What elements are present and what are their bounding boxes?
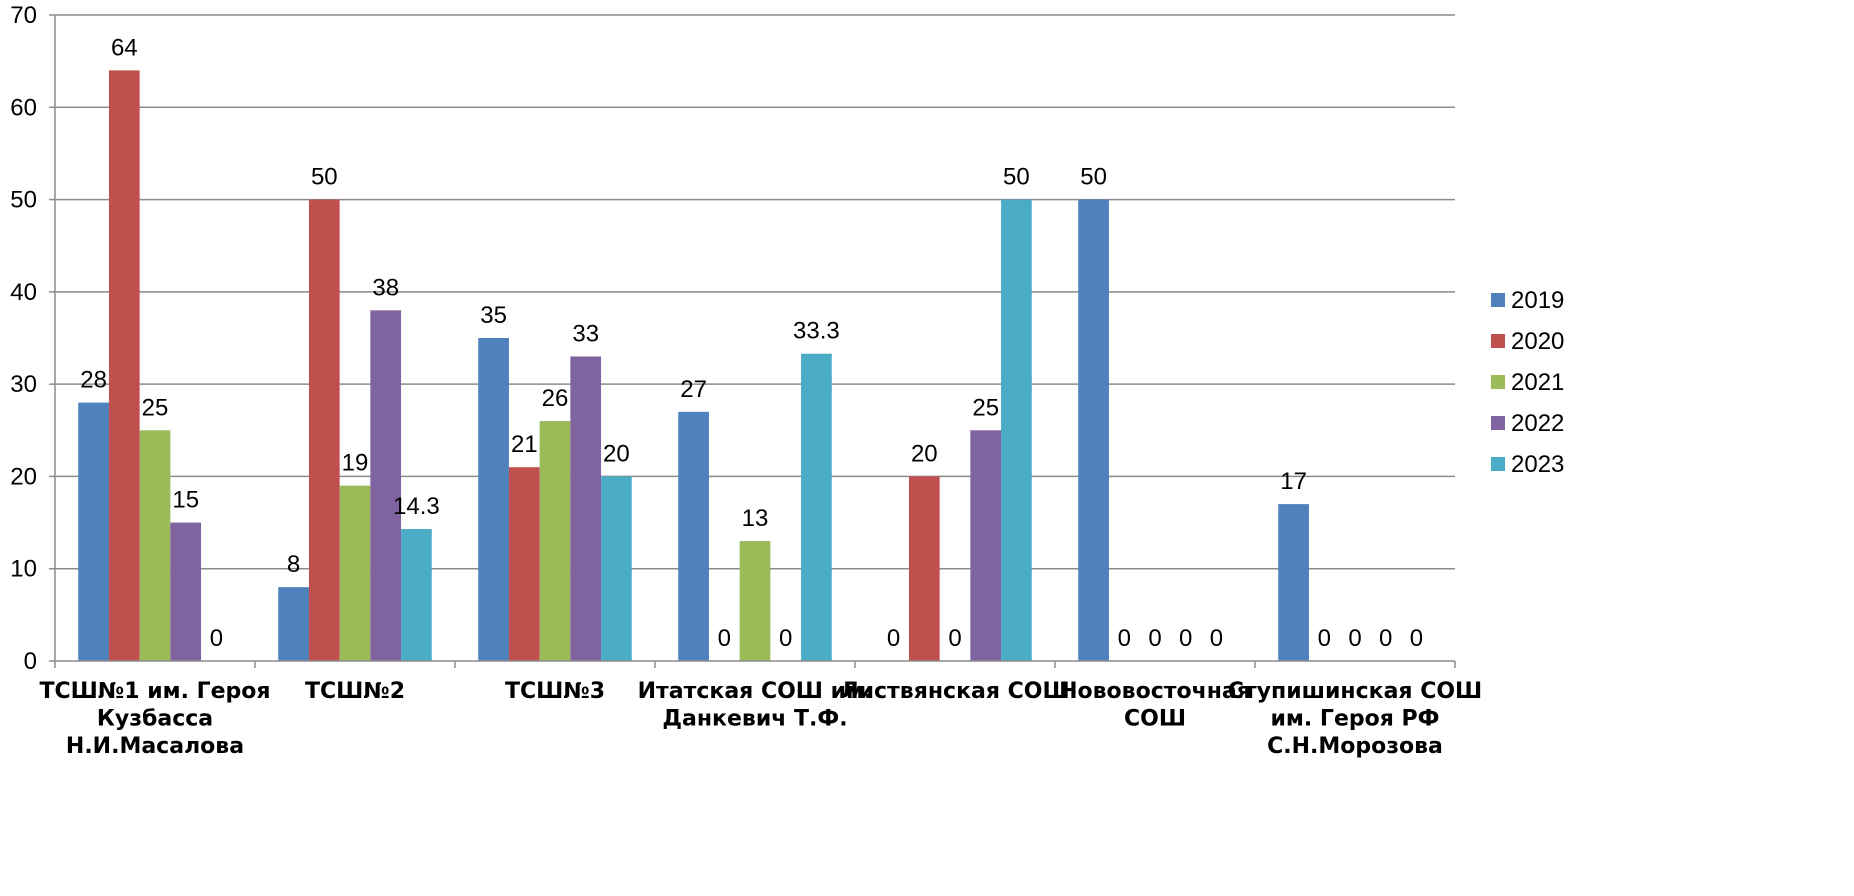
bar-2020 xyxy=(308,199,340,662)
y-tick-label: 40 xyxy=(10,279,37,306)
data-label: 14.3 xyxy=(393,493,440,520)
x-category-label: Итатская СОШ им. xyxy=(638,679,873,704)
bar-2019 xyxy=(478,338,509,661)
data-label: 26 xyxy=(542,385,569,412)
bar-2022 xyxy=(170,522,202,661)
data-label: 35 xyxy=(480,302,507,329)
data-label: 13 xyxy=(742,505,769,532)
data-label: 19 xyxy=(342,450,369,477)
data-label: 0 xyxy=(1379,625,1392,652)
bar-2022 xyxy=(970,430,1002,661)
data-label: 15 xyxy=(172,487,199,514)
data-label: 0 xyxy=(1179,625,1192,652)
bar-2019 xyxy=(78,402,109,661)
data-label: 50 xyxy=(1003,164,1030,191)
data-label: 33 xyxy=(572,320,599,347)
legend-label: 2022 xyxy=(1511,410,1564,437)
data-label: 0 xyxy=(948,625,961,652)
legend-swatch-2021 xyxy=(1491,375,1505,389)
data-label: 0 xyxy=(1210,625,1223,652)
bar-2020 xyxy=(508,467,540,661)
x-category-label: С.Н.Морозова xyxy=(1267,734,1443,759)
data-label: 50 xyxy=(311,164,338,191)
data-label: 0 xyxy=(887,625,900,652)
data-label: 25 xyxy=(142,394,169,421)
y-tick-label: 20 xyxy=(10,463,37,490)
x-category-label: им. Героя РФ xyxy=(1271,707,1440,732)
bar-2020 xyxy=(108,70,140,661)
bar-2019 xyxy=(678,411,709,661)
y-tick-label: 0 xyxy=(24,648,37,675)
data-label: 0 xyxy=(718,625,731,652)
y-tick-label: 50 xyxy=(10,187,37,214)
data-label: 33.3 xyxy=(793,318,840,345)
x-category-label: ТСШ№3 xyxy=(505,679,605,704)
x-category-label: Данкевич Т.Ф. xyxy=(662,707,847,732)
bar-2020 xyxy=(908,476,940,661)
data-label: 0 xyxy=(1148,625,1161,652)
data-label: 20 xyxy=(603,440,630,467)
bar-2023 xyxy=(601,476,632,661)
legend-swatch-2019 xyxy=(1491,293,1505,307)
data-label: 0 xyxy=(1348,625,1361,652)
data-label: 0 xyxy=(1318,625,1331,652)
x-category-label: Листвянская СОШ xyxy=(840,679,1069,704)
data-label: 38 xyxy=(372,274,399,301)
legend-swatch-2020 xyxy=(1491,334,1505,348)
y-tick-label: 30 xyxy=(10,371,37,398)
bar-2022 xyxy=(370,310,402,661)
x-category-label: СОШ xyxy=(1124,707,1186,732)
y-tick-label: 60 xyxy=(10,94,37,121)
x-category-label: Нововосточная xyxy=(1059,679,1251,704)
data-label: 17 xyxy=(1280,468,1307,495)
y-tick-label: 70 xyxy=(10,2,37,29)
data-label: 0 xyxy=(779,625,792,652)
legend-label: 2021 xyxy=(1511,369,1564,396)
bar-2021 xyxy=(539,421,571,661)
data-label: 0 xyxy=(1410,625,1423,652)
x-category-label: ТСШ№1 им. Героя xyxy=(39,679,270,704)
bar-2021 xyxy=(339,485,371,661)
bar-2022 xyxy=(570,356,602,661)
bar-2021 xyxy=(139,430,171,661)
x-category-label: Ступишинская СОШ xyxy=(1228,679,1482,704)
data-label: 21 xyxy=(511,431,538,458)
data-label: 27 xyxy=(680,376,707,403)
bar-2023 xyxy=(401,529,432,661)
legend-label: 2023 xyxy=(1511,451,1564,478)
bar-2019 xyxy=(1278,504,1309,661)
legend-swatch-2023 xyxy=(1491,457,1505,471)
bar-2019 xyxy=(278,587,309,661)
data-label: 50 xyxy=(1080,164,1107,191)
data-label: 0 xyxy=(210,625,223,652)
y-tick-label: 10 xyxy=(10,556,37,583)
legend-swatch-2022 xyxy=(1491,416,1505,430)
x-category-label: ТСШ№2 xyxy=(305,679,405,704)
data-label: 64 xyxy=(111,34,138,61)
x-category-label: Н.И.Масалова xyxy=(66,734,244,759)
legend-label: 2020 xyxy=(1511,328,1564,355)
data-label: 20 xyxy=(911,440,938,467)
bar-2023 xyxy=(801,353,832,661)
bar-2023 xyxy=(1001,199,1032,662)
data-label: 0 xyxy=(1118,625,1131,652)
data-label: 28 xyxy=(80,367,107,394)
legend-label: 2019 xyxy=(1511,287,1564,314)
x-category-label: Кузбасса xyxy=(97,707,213,732)
data-label: 25 xyxy=(972,394,999,421)
bar-2019 xyxy=(1078,199,1109,662)
data-label: 8 xyxy=(287,551,300,578)
bar-2021 xyxy=(739,541,771,661)
